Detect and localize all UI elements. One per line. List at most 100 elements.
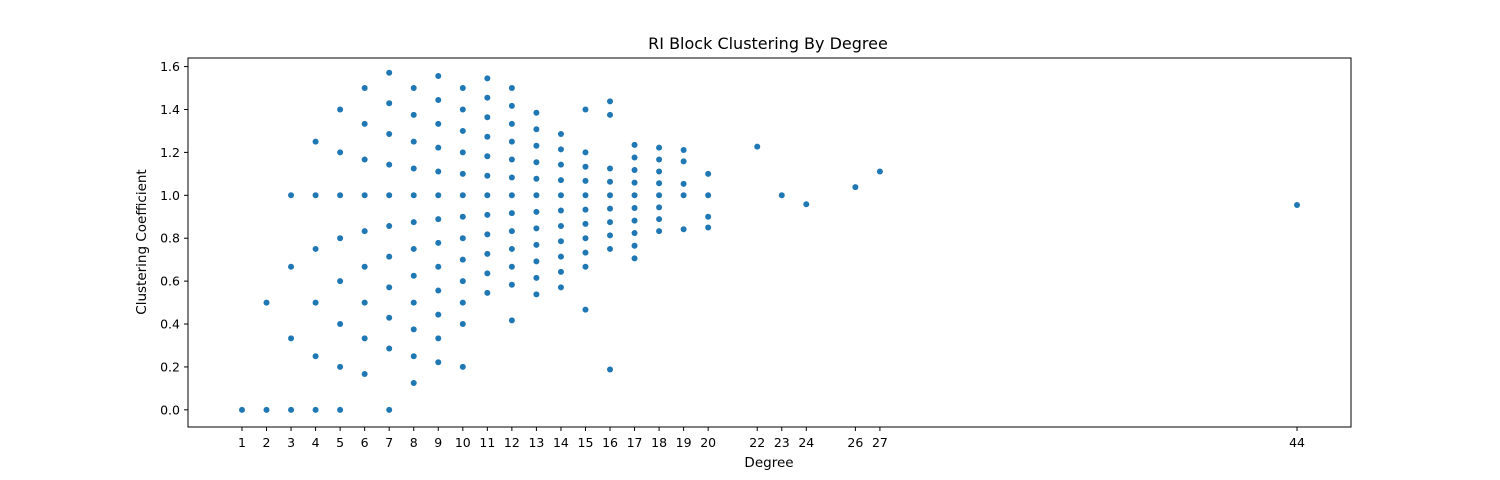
data-point: [484, 250, 491, 257]
data-point: [705, 192, 712, 199]
x-axis-label: Degree: [744, 455, 793, 471]
data-point: [337, 278, 344, 285]
y-tick-label: 0.8: [160, 231, 180, 246]
data-point: [533, 208, 540, 215]
data-point: [435, 120, 442, 127]
y-tick-label: 0.6: [160, 274, 180, 289]
data-point: [484, 192, 491, 199]
x-tick-label: 15: [578, 435, 594, 450]
data-point: [361, 85, 368, 92]
data-point: [778, 192, 785, 199]
data-point: [361, 371, 368, 378]
data-point: [508, 138, 515, 145]
data-point: [582, 206, 589, 213]
data-point: [607, 232, 614, 239]
data-point: [459, 256, 466, 263]
x-tick-label: 19: [676, 435, 692, 450]
data-point: [557, 192, 564, 199]
x-tick-label: 23: [774, 435, 790, 450]
data-point: [337, 149, 344, 156]
data-point: [435, 263, 442, 270]
data-point: [557, 146, 564, 153]
data-point: [288, 192, 295, 199]
data-point: [631, 255, 638, 262]
y-tick-label: 1.0: [160, 188, 180, 203]
data-point: [557, 238, 564, 245]
data-point: [508, 317, 515, 324]
data-point: [435, 168, 442, 175]
data-point: [312, 353, 319, 360]
data-point: [337, 192, 344, 199]
data-point: [508, 102, 515, 109]
x-tick-label: 27: [872, 435, 888, 450]
data-point: [631, 242, 638, 249]
x-tick-label: 3: [287, 435, 295, 450]
data-point: [386, 69, 393, 76]
data-point: [410, 165, 417, 172]
data-point: [361, 263, 368, 270]
data-point: [484, 114, 491, 121]
x-tick-label: 4: [312, 435, 320, 450]
data-point: [410, 192, 417, 199]
data-point: [435, 97, 442, 104]
data-point: [557, 222, 564, 229]
x-tick-label: 44: [1289, 435, 1305, 450]
data-point: [533, 258, 540, 265]
y-axis: 0.0 0.2 0.4 0.6 0.8 1.0 1.2 1.4 1.6: [160, 59, 188, 417]
data-point: [435, 216, 442, 223]
x-tick-label: 11: [479, 435, 495, 450]
x-tick-label: 7: [385, 435, 393, 450]
data-point: [1294, 201, 1301, 208]
data-point: [631, 154, 638, 161]
data-point: [607, 111, 614, 118]
data-point: [680, 147, 687, 154]
data-point: [557, 284, 564, 291]
data-point: [582, 163, 589, 170]
data-point: [582, 249, 589, 256]
data-point: [361, 299, 368, 306]
x-tick-label: 10: [455, 435, 471, 450]
data-point: [852, 184, 859, 191]
x-tick-label: 1: [238, 435, 246, 450]
data-point: [435, 335, 442, 342]
data-point: [435, 311, 442, 318]
data-point: [533, 291, 540, 298]
data-point: [386, 406, 393, 413]
data-point: [312, 192, 319, 199]
data-point: [754, 143, 761, 150]
data-point: [631, 230, 638, 237]
data-point: [508, 210, 515, 217]
data-point: [386, 314, 393, 321]
x-tick-label: 8: [410, 435, 418, 450]
x-tick-label: 14: [553, 435, 569, 450]
data-point: [484, 133, 491, 140]
data-point: [656, 168, 663, 175]
data-point: [631, 166, 638, 173]
data-point: [312, 245, 319, 252]
data-point: [533, 225, 540, 232]
data-point: [484, 270, 491, 277]
y-tick-label: 1.2: [160, 145, 180, 160]
data-point: [435, 239, 442, 246]
data-point: [607, 165, 614, 172]
data-point: [508, 263, 515, 270]
data-point: [508, 228, 515, 235]
data-point: [410, 299, 417, 306]
data-point: [288, 406, 295, 413]
data-point: [410, 380, 417, 387]
data-point: [484, 75, 491, 82]
x-tick-label: 2: [263, 435, 271, 450]
data-point: [533, 142, 540, 149]
x-tick-label: 12: [504, 435, 520, 450]
data-point: [582, 306, 589, 313]
data-point: [508, 156, 515, 163]
data-point: [435, 73, 442, 80]
data-point: [557, 130, 564, 137]
data-point: [533, 175, 540, 182]
data-point: [557, 207, 564, 214]
data-point: [459, 127, 466, 134]
data-point: [459, 85, 466, 92]
data-point: [533, 274, 540, 281]
data-point: [607, 205, 614, 212]
data-point: [705, 170, 712, 177]
